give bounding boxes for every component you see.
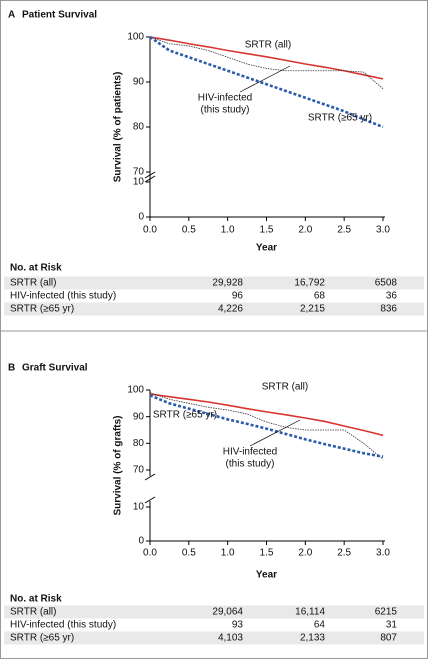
series-line [149, 392, 384, 460]
risk-row-band [4, 631, 424, 645]
x-tick-label: 0.5 [182, 225, 196, 236]
risk-row-label: HIV-infected (this study) [10, 291, 116, 302]
risk-title: No. at Risk [10, 594, 62, 605]
leader-line [239, 65, 291, 93]
axis-break [144, 171, 156, 179]
y-axis-label: Survival (% of patients) [113, 72, 124, 183]
series-label: SRTR (≥65 yr) [308, 113, 372, 124]
risk-value: 29,064 [212, 607, 243, 618]
y-axis-label: Survival (% of grafts) [113, 415, 124, 515]
y-tick-label: 70 [133, 167, 145, 178]
x-axis-label: Year [256, 243, 277, 254]
x-tick-label: 0.0 [143, 548, 157, 559]
series-line [149, 393, 384, 437]
y-tick-label: 0 [138, 212, 144, 223]
panel-title: Patient Survival [22, 10, 97, 21]
axis-break [144, 496, 156, 504]
risk-value: 16,114 [295, 607, 325, 618]
x-tick-label: 1.0 [221, 548, 235, 559]
y-tick-label: 80 [133, 122, 145, 133]
x-tick-label: 1.5 [260, 548, 274, 559]
series-label: HIV-infected [223, 447, 277, 458]
axis-break [144, 473, 156, 481]
x-tick-label: 2.5 [337, 548, 351, 559]
x-tick-label: 0.0 [143, 225, 157, 236]
risk-value: 807 [380, 633, 397, 644]
risk-value: 96 [232, 291, 244, 302]
y-tick-label: 80 [133, 438, 145, 449]
panel-label: B [8, 363, 15, 374]
risk-value: 36 [386, 291, 398, 302]
y-tick-label: 0 [138, 536, 144, 547]
panel-label: A [8, 10, 15, 21]
panel-title: Graft Survival [22, 363, 88, 374]
x-tick-label: 3.0 [376, 548, 390, 559]
risk-row-label: SRTR (all) [10, 607, 56, 618]
x-tick-label: 3.0 [376, 225, 390, 236]
risk-value: 4,103 [218, 633, 243, 644]
risk-row-label: HIV-infected (this study) [10, 620, 116, 631]
series-line [149, 36, 384, 90]
risk-row-band [4, 605, 424, 619]
y-tick-label: 10 [133, 177, 145, 188]
y-tick-label: 90 [133, 77, 145, 88]
series-label: SRTR (all) [262, 382, 308, 393]
y-tick-label: 90 [133, 411, 145, 422]
risk-title: No. at Risk [10, 263, 62, 274]
risk-row-label: SRTR (≥65 yr) [10, 633, 74, 644]
risk-value: 31 [386, 620, 398, 631]
risk-row-label: SRTR (all) [10, 278, 56, 289]
risk-value: 2,215 [300, 304, 325, 315]
risk-value: 93 [232, 620, 244, 631]
risk-row-band [4, 302, 424, 316]
risk-value: 6215 [375, 607, 398, 618]
risk-row-label: SRTR (≥65 yr) [10, 304, 74, 315]
risk-value: 16,792 [294, 278, 325, 289]
series-label: (this study) [201, 105, 250, 116]
risk-value: 64 [314, 620, 326, 631]
y-tick-label: 70 [133, 465, 145, 476]
risk-value: 836 [380, 304, 397, 315]
x-tick-label: 2.5 [337, 225, 351, 236]
x-axis-label: Year [256, 570, 277, 581]
y-tick-label: 100 [127, 32, 144, 43]
y-tick-label: 100 [127, 385, 144, 396]
x-tick-label: 2.0 [298, 225, 312, 236]
risk-value: 29,928 [212, 278, 243, 289]
series-line [149, 394, 384, 458]
series-line [149, 35, 384, 129]
series-label: SRTR (≥65 yr) [153, 410, 217, 421]
y-tick-label: 10 [133, 502, 145, 513]
series-label: SRTR (all) [245, 40, 291, 51]
x-tick-label: 1.5 [260, 225, 274, 236]
axis-break [144, 175, 156, 183]
x-tick-label: 1.0 [221, 225, 235, 236]
risk-value: 2,133 [300, 633, 325, 644]
series-label: HIV-infected [198, 93, 252, 104]
risk-value: 68 [314, 291, 326, 302]
x-tick-label: 0.5 [182, 548, 196, 559]
risk-value: 6508 [375, 278, 398, 289]
risk-row-band [4, 276, 424, 290]
risk-value: 4,226 [218, 304, 243, 315]
x-tick-label: 2.0 [298, 548, 312, 559]
leader-line [249, 419, 301, 447]
series-label: (this study) [226, 459, 275, 470]
